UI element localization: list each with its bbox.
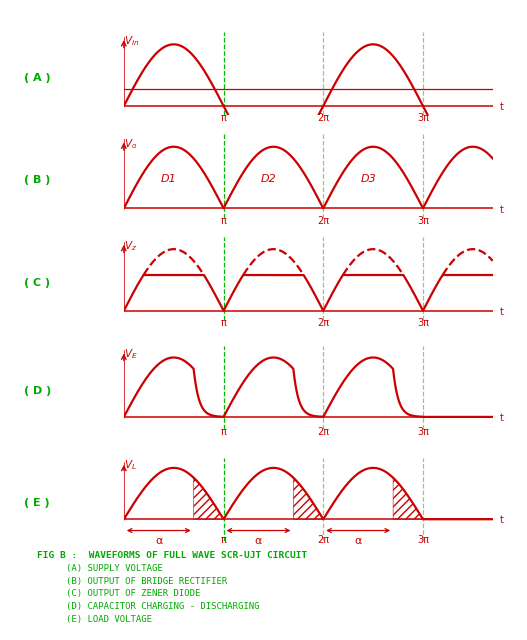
Text: 3π: 3π — [417, 216, 429, 226]
Text: 2π: 2π — [317, 318, 329, 328]
Text: α: α — [355, 536, 362, 546]
Text: 2π: 2π — [317, 427, 329, 437]
Text: $V_E$: $V_E$ — [124, 348, 138, 362]
Text: D3: D3 — [360, 175, 376, 184]
Text: t: t — [500, 205, 504, 214]
Text: $V_{in}$: $V_{in}$ — [124, 35, 140, 48]
Text: t: t — [500, 307, 504, 317]
Text: α: α — [255, 536, 262, 546]
Text: ( C ): ( C ) — [24, 278, 50, 287]
Text: 2π: 2π — [317, 534, 329, 545]
Text: 3π: 3π — [417, 318, 429, 328]
Text: ( A ): ( A ) — [24, 73, 51, 83]
Text: (C) OUTPUT OF ZENER DIODE: (C) OUTPUT OF ZENER DIODE — [66, 589, 200, 598]
Text: $V_o$: $V_o$ — [124, 137, 138, 150]
Text: 3π: 3π — [417, 534, 429, 545]
Text: ( D ): ( D ) — [24, 387, 51, 396]
Text: (D) CAPACITOR CHARGING - DISCHARGING: (D) CAPACITOR CHARGING - DISCHARGING — [66, 602, 259, 611]
Text: π: π — [221, 113, 227, 124]
Text: D1: D1 — [161, 175, 177, 184]
Text: 3π: 3π — [417, 113, 429, 124]
Text: π: π — [221, 534, 227, 545]
Text: (E) LOAD VOLTAGE: (E) LOAD VOLTAGE — [66, 615, 152, 624]
Text: 2π: 2π — [317, 216, 329, 226]
Text: (A) SUPPLY VOLTAGE: (A) SUPPLY VOLTAGE — [66, 564, 163, 573]
Text: t: t — [500, 102, 504, 112]
Text: t: t — [500, 413, 504, 423]
Text: π: π — [221, 427, 227, 437]
Text: (B) OUTPUT OF BRIDGE RECTIFIER: (B) OUTPUT OF BRIDGE RECTIFIER — [66, 577, 227, 586]
Text: 3π: 3π — [417, 427, 429, 437]
Text: t: t — [500, 515, 504, 525]
Text: π: π — [221, 318, 227, 328]
Text: 2π: 2π — [317, 113, 329, 124]
Text: π: π — [221, 216, 227, 226]
Text: $V_z$: $V_z$ — [124, 239, 138, 253]
Text: ( B ): ( B ) — [24, 175, 50, 185]
Text: α: α — [155, 536, 162, 546]
Text: ( E ): ( E ) — [24, 499, 50, 508]
Text: $V_L$: $V_L$ — [124, 458, 137, 472]
Text: D2: D2 — [260, 175, 276, 184]
Text: FIG B :  WAVEFORMS OF FULL WAVE SCR-UJT CIRCUIT: FIG B : WAVEFORMS OF FULL WAVE SCR-UJT C… — [37, 551, 307, 560]
